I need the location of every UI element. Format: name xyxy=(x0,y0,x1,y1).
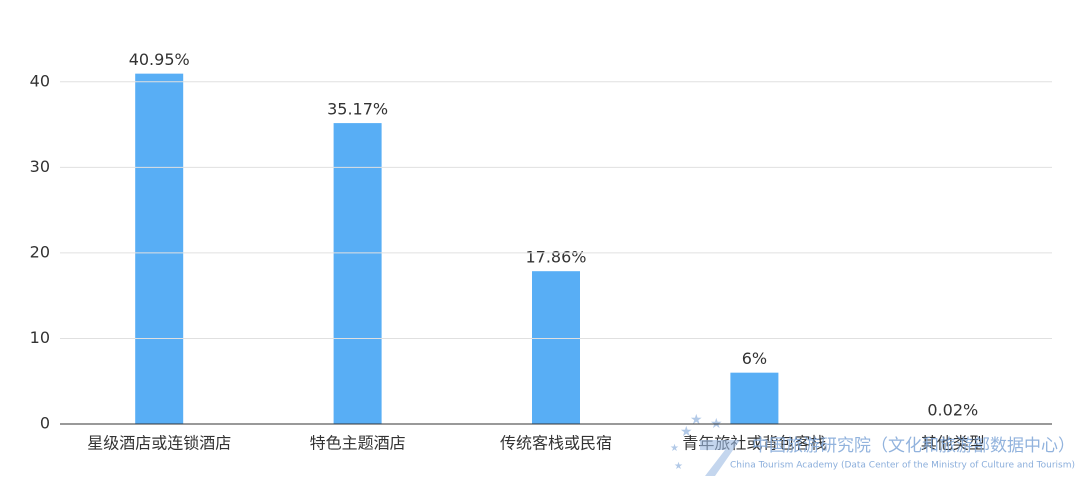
x-tick-label: 星级酒店或连锁酒店 xyxy=(87,434,231,453)
y-tick-label: 20 xyxy=(30,242,50,261)
logo-mark xyxy=(700,440,740,476)
logo-star: ★ xyxy=(674,461,683,472)
x-tick-label: 传统客栈或民宿 xyxy=(500,434,612,453)
y-tick-label: 30 xyxy=(30,157,50,176)
value-label: 35.17% xyxy=(327,100,388,119)
logo-star: ★ xyxy=(670,443,679,454)
x-tick-label: 特色主题酒店 xyxy=(310,434,406,453)
bar xyxy=(333,123,382,425)
y-tick-label: 10 xyxy=(30,328,50,347)
value-label: 40.95% xyxy=(129,50,190,69)
y-tick-label: 0 xyxy=(40,414,50,433)
watermark-logo: ★ ★ ★ ★ ★ xyxy=(670,412,740,476)
bar xyxy=(730,372,779,424)
watermark-en: China Tourism Academy (Data Center of th… xyxy=(730,461,1075,471)
y-tick-label: 40 xyxy=(30,71,50,90)
bar xyxy=(532,271,580,424)
value-label: 6% xyxy=(742,349,767,368)
logo-star: ★ xyxy=(690,412,703,428)
bar xyxy=(135,73,184,425)
x-tick-label: 其他类型 xyxy=(921,434,985,453)
value-label: 0.02% xyxy=(927,400,978,419)
value-label: 17.86% xyxy=(525,248,586,267)
logo-star: ★ xyxy=(680,424,693,440)
watermark: 中国旅游研究院（文化和旅游部数据中心） xyxy=(752,436,1075,456)
